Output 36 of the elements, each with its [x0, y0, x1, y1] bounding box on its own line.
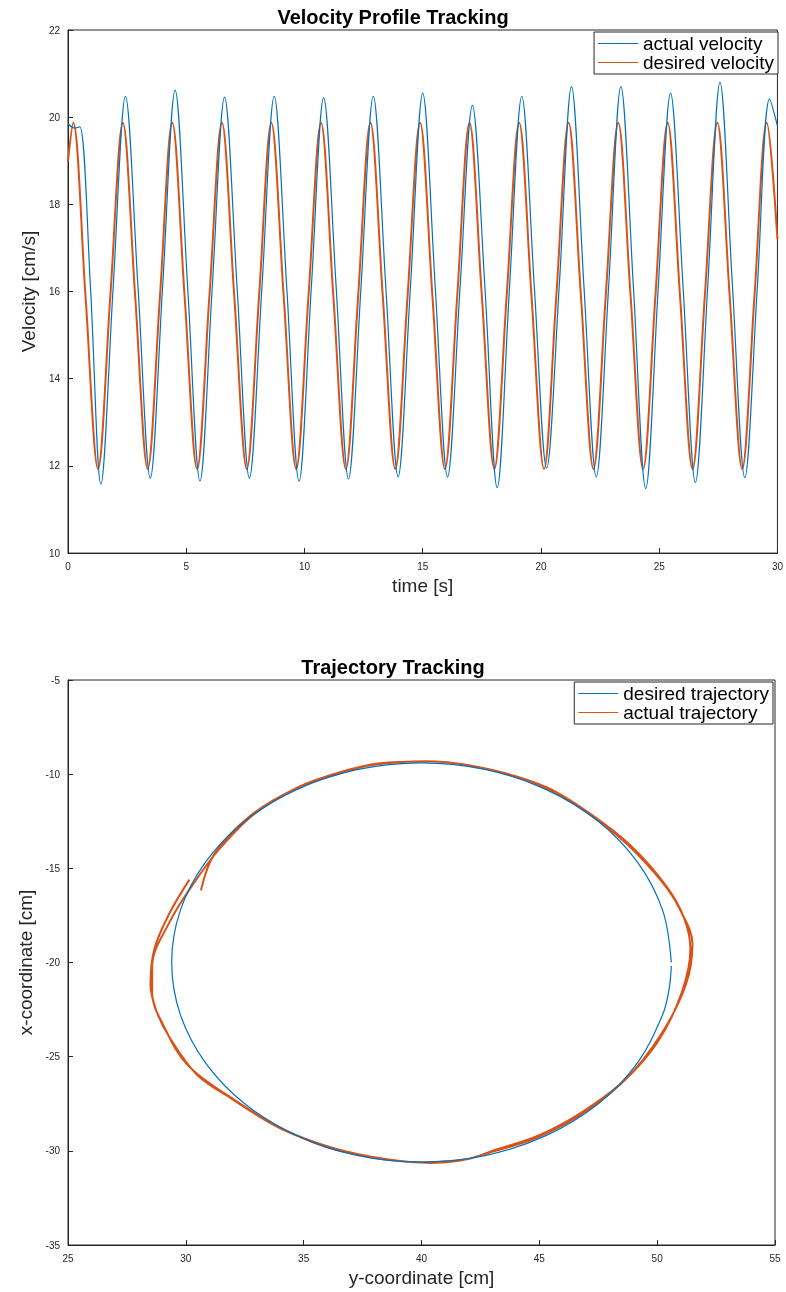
- y-tick-label: -10: [45, 768, 61, 780]
- y-tick-label: -30: [45, 1145, 61, 1157]
- x-axis-title: time [s]: [392, 575, 454, 596]
- x-tick-label: 30: [771, 560, 784, 572]
- x-tick-label: 55: [769, 1252, 781, 1264]
- y-tick-label: -5: [51, 674, 61, 686]
- y-tick-label: 14: [48, 373, 61, 385]
- y-tick-label: 16: [48, 286, 61, 298]
- y-tick-label: -20: [45, 957, 61, 968]
- y-tick-label: 18: [48, 198, 61, 210]
- y-tick-label: -25: [45, 1051, 61, 1063]
- x-tick-label: 40: [415, 1252, 428, 1264]
- x-tick-label: 0: [65, 560, 72, 572]
- x-tick-label: 25: [62, 1252, 74, 1264]
- y-tick-label: 10: [48, 547, 61, 559]
- y-tick-label: 20: [48, 111, 61, 123]
- y-tick-label: 22: [48, 24, 61, 36]
- legend-label: actual velocity: [643, 33, 763, 54]
- chart-title: Velocity Profile Tracking: [277, 6, 509, 28]
- x-tick-label: 35: [298, 1252, 310, 1264]
- x-tick-label: 25: [653, 560, 666, 572]
- y-tick-label: -15: [45, 862, 61, 874]
- x-tick-label: 20: [535, 560, 547, 572]
- x-tick-label: 5: [183, 560, 190, 572]
- chart-title: Trajectory Tracking: [301, 656, 485, 678]
- x-tick-label: 30: [180, 1252, 192, 1264]
- x-axis-title: y-coordinate [cm]: [348, 1266, 495, 1288]
- legend-label: desired trajectory: [623, 683, 770, 704]
- x-tick-label: 15: [417, 560, 429, 572]
- x-tick-label: 50: [651, 1252, 664, 1264]
- x-tick-label: 10: [298, 560, 311, 572]
- y-axis-title: x-coordinate [cm]: [14, 889, 36, 1036]
- x-tick-label: 45: [533, 1252, 546, 1264]
- y-tick-label: -35: [45, 1239, 61, 1251]
- y-axis-title: Velocity [cm/s]: [17, 230, 39, 353]
- y-tick-label: 12: [48, 460, 61, 472]
